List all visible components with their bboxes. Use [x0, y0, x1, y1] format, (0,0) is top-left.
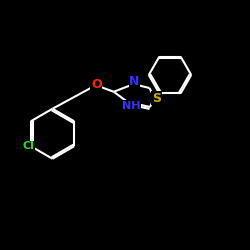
Text: Cl: Cl [22, 141, 34, 151]
Text: O: O [91, 78, 102, 92]
Text: NH: NH [122, 101, 141, 111]
Text: S: S [152, 92, 161, 104]
Text: N: N [129, 75, 140, 88]
